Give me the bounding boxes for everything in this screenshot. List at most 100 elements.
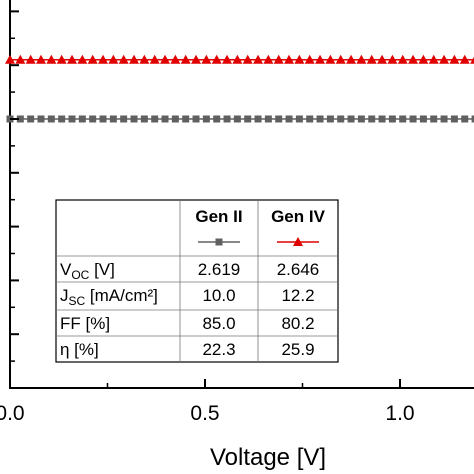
- series-line: [10, 118, 474, 120]
- table-cell-gen4: 25.9: [281, 340, 314, 359]
- data-point: [213, 115, 221, 123]
- data-point: [15, 54, 26, 64]
- table-cell-gen2: 10.0: [202, 286, 235, 305]
- data-point: [356, 54, 367, 64]
- data-point: [87, 54, 98, 64]
- legend-marker-gen4: [293, 237, 303, 246]
- legend-table: Gen II Gen IV VOC [V] 2.619 2.646 JSC [mA/cm²…: [55, 199, 339, 363]
- plot-frame: [9, 0, 474, 389]
- data-point: [211, 54, 222, 64]
- data-point: [170, 54, 181, 64]
- data-point: [77, 54, 88, 64]
- x-tick-label: 0.0: [0, 402, 25, 425]
- table-row-label: JSC [mA/cm²]: [60, 286, 158, 308]
- data-point: [139, 54, 150, 64]
- data-point: [192, 115, 200, 123]
- series-gen-ii: [6, 115, 474, 123]
- data-point: [36, 54, 47, 64]
- data-point: [387, 54, 398, 64]
- data-point: [337, 115, 345, 123]
- data-point: [461, 115, 469, 123]
- data-point: [335, 54, 346, 64]
- data-point: [264, 115, 272, 123]
- data-point: [399, 115, 407, 123]
- data-point: [151, 115, 159, 123]
- data-point: [223, 115, 231, 123]
- data-point: [294, 54, 305, 64]
- data-point: [171, 115, 179, 123]
- data-point: [149, 54, 160, 64]
- data-point: [408, 54, 419, 64]
- data-point: [244, 115, 252, 123]
- data-point: [388, 115, 396, 123]
- data-point: [450, 115, 458, 123]
- data-point: [306, 115, 314, 123]
- data-point: [47, 115, 55, 123]
- data-point: [27, 115, 35, 123]
- data-point: [253, 54, 264, 64]
- data-point: [222, 54, 233, 64]
- data-point: [37, 115, 45, 123]
- plot-area: [9, 0, 474, 389]
- series-gen-iv: [5, 54, 474, 64]
- data-point: [68, 115, 76, 123]
- x-axis-title: Voltage [V]: [210, 444, 326, 471]
- table-cell-gen4: 12.2: [281, 286, 314, 305]
- table-cell-gen4: 2.646: [277, 260, 320, 279]
- data-point: [5, 54, 15, 64]
- data-point: [397, 54, 408, 64]
- data-point: [470, 56, 474, 64]
- data-point: [242, 54, 253, 64]
- data-point: [273, 54, 284, 64]
- data-point: [109, 115, 117, 123]
- legend-marker-gen2: [215, 238, 223, 246]
- table-cell-gen2: 2.619: [198, 260, 241, 279]
- table-header-gen4: Gen IV: [271, 207, 326, 226]
- data-point: [46, 54, 57, 64]
- table-cell-gen4: 80.2: [281, 314, 314, 333]
- data-point: [347, 115, 355, 123]
- data-point: [99, 115, 107, 123]
- data-point: [89, 115, 97, 123]
- data-point: [315, 54, 326, 64]
- data-point: [67, 54, 78, 64]
- data-point: [160, 54, 171, 64]
- data-point: [25, 54, 36, 64]
- table-cell-gen2: 85.0: [202, 314, 235, 333]
- data-point: [16, 115, 24, 123]
- data-point: [118, 54, 129, 64]
- data-point: [56, 54, 67, 64]
- data-point: [202, 115, 210, 123]
- data-point: [285, 115, 293, 123]
- data-point: [140, 115, 148, 123]
- series-layer: [5, 54, 474, 123]
- data-point: [346, 54, 357, 64]
- data-point: [377, 54, 388, 64]
- data-point: [191, 54, 202, 64]
- table-row-label: VOC [V]: [60, 260, 115, 282]
- data-point: [182, 115, 190, 123]
- data-point: [449, 54, 460, 64]
- data-point: [471, 115, 474, 123]
- data-point: [78, 115, 86, 123]
- data-point: [316, 115, 324, 123]
- data-point: [326, 115, 334, 123]
- table-frame: [55, 199, 339, 363]
- data-point: [98, 54, 109, 64]
- data-point: [180, 54, 191, 64]
- data-point: [130, 115, 138, 123]
- data-point: [325, 54, 336, 64]
- data-point: [409, 115, 417, 123]
- data-point: [263, 54, 274, 64]
- data-point: [440, 115, 448, 123]
- series-line: [10, 59, 474, 61]
- axes-layer: 0.00.51.01.52.0: [0, 10, 415, 425]
- data-point: [439, 54, 450, 64]
- data-point: [304, 54, 315, 64]
- data-point: [459, 54, 470, 64]
- data-point: [254, 115, 262, 123]
- data-point: [108, 54, 119, 64]
- data-point: [428, 54, 439, 64]
- data-point: [368, 115, 376, 123]
